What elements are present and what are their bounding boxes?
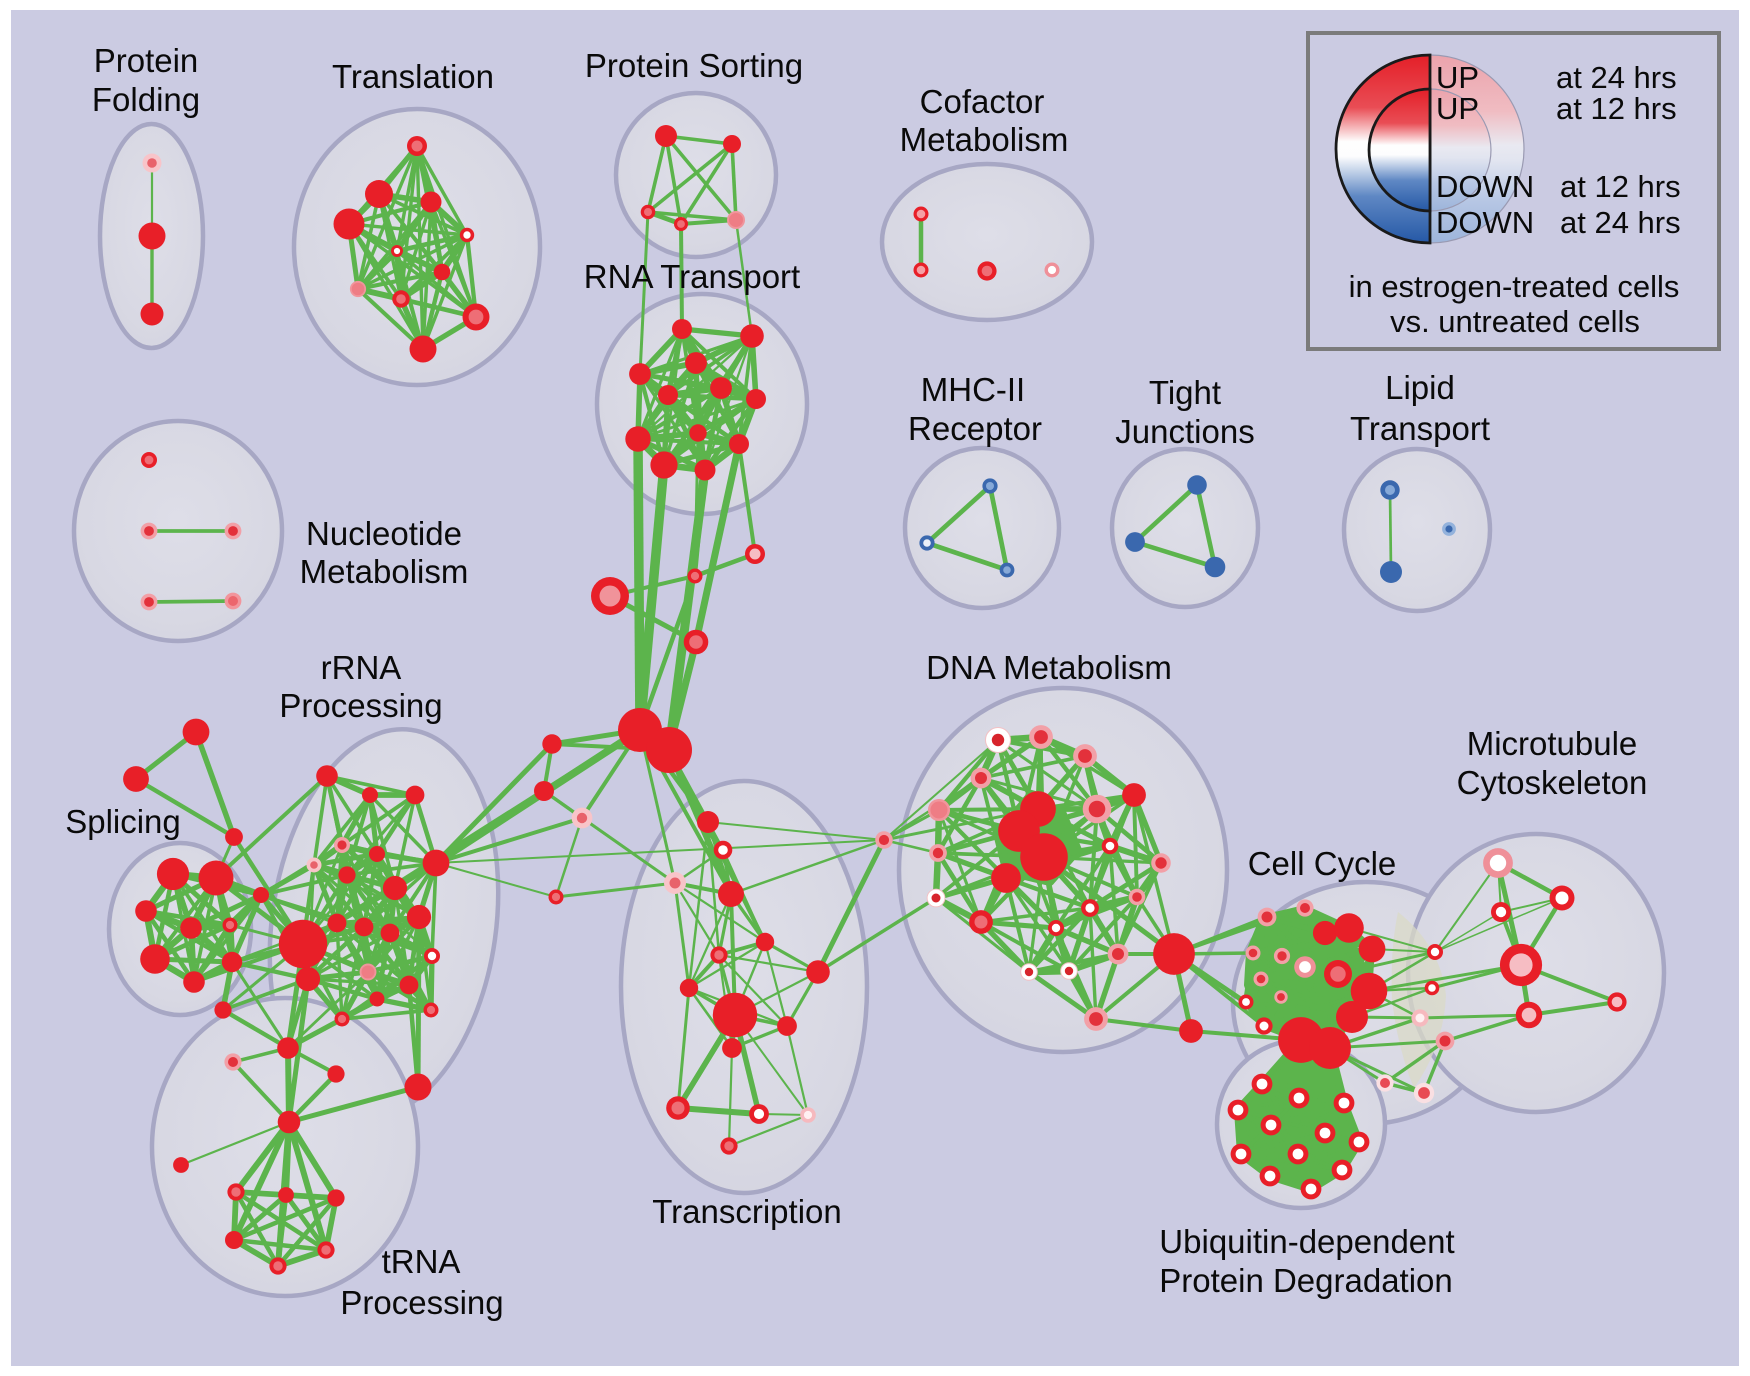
svg-text:Metabolism: Metabolism (300, 553, 469, 590)
svg-text:Transport: Transport (1350, 410, 1490, 447)
svg-text:at 24 hrs: at 24 hrs (1556, 60, 1677, 95)
svg-text:Nucleotide: Nucleotide (306, 515, 462, 552)
svg-text:at 24 hrs: at 24 hrs (1560, 205, 1681, 240)
svg-text:UP: UP (1436, 91, 1479, 126)
svg-text:UP: UP (1436, 60, 1479, 95)
svg-text:Protein Degradation: Protein Degradation (1159, 1262, 1453, 1299)
svg-text:at 12 hrs: at 12 hrs (1560, 169, 1681, 204)
svg-text:tRNA: tRNA (382, 1243, 461, 1280)
svg-text:vs. untreated cells: vs. untreated cells (1390, 304, 1640, 339)
svg-text:DOWN: DOWN (1436, 205, 1534, 240)
svg-text:at 12 hrs: at 12 hrs (1556, 91, 1677, 126)
svg-text:Protein: Protein (94, 42, 199, 79)
svg-text:Junctions: Junctions (1115, 413, 1254, 450)
svg-text:Lipid: Lipid (1385, 369, 1455, 406)
svg-text:Ubiquitin-dependent: Ubiquitin-dependent (1159, 1223, 1454, 1260)
svg-text:Cell Cycle: Cell Cycle (1248, 845, 1397, 882)
svg-text:Cofactor: Cofactor (920, 83, 1045, 120)
svg-text:Receptor: Receptor (908, 410, 1042, 447)
svg-text:in estrogen-treated cells: in estrogen-treated cells (1349, 269, 1680, 304)
svg-text:MHC-II: MHC-II (921, 371, 1025, 408)
svg-text:Processing: Processing (279, 687, 442, 724)
svg-text:DOWN: DOWN (1436, 169, 1534, 204)
svg-text:Cytoskeleton: Cytoskeleton (1457, 764, 1648, 801)
svg-text:rRNA: rRNA (321, 649, 402, 686)
svg-text:Microtubule: Microtubule (1467, 725, 1638, 762)
svg-text:Metabolism: Metabolism (900, 121, 1069, 158)
svg-text:Folding: Folding (92, 81, 200, 118)
svg-text:Transcription: Transcription (652, 1193, 842, 1230)
svg-text:Tight: Tight (1149, 374, 1221, 411)
svg-text:Splicing: Splicing (65, 803, 181, 840)
svg-text:Protein Sorting: Protein Sorting (585, 47, 803, 84)
svg-text:DNA Metabolism: DNA Metabolism (926, 649, 1172, 686)
svg-text:Processing: Processing (340, 1284, 503, 1321)
svg-text:Translation: Translation (332, 58, 494, 95)
svg-text:RNA Transport: RNA Transport (584, 258, 800, 295)
